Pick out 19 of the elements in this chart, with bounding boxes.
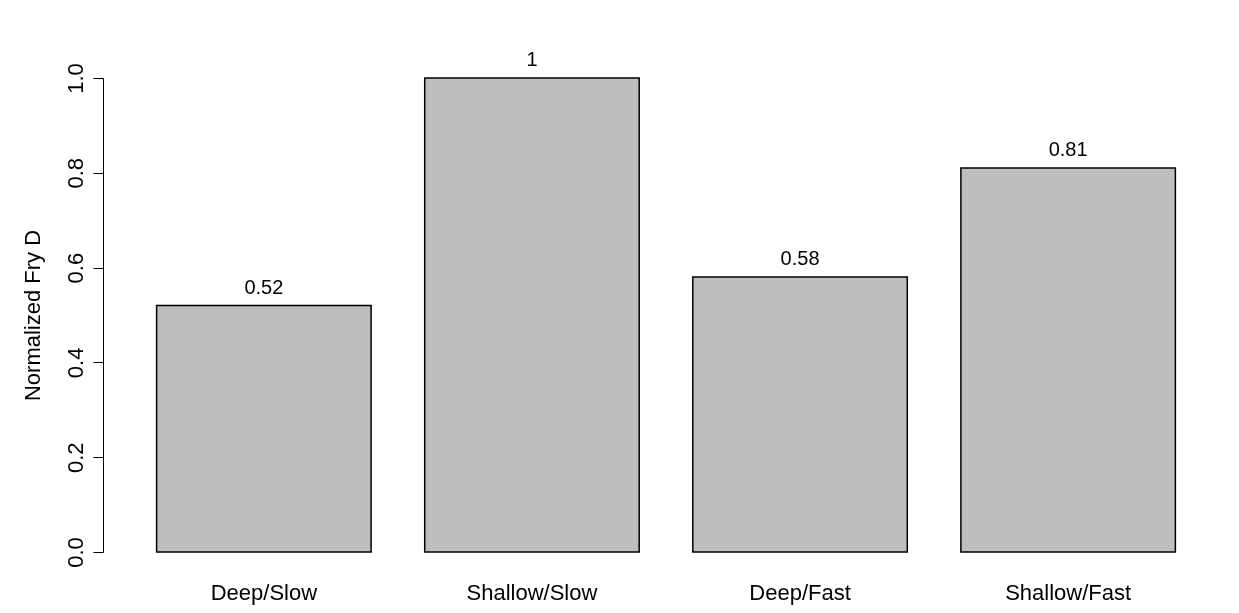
x-tick-label: Deep/Fast: [749, 579, 851, 605]
bar: [960, 167, 1177, 553]
y-tick-label: 0.8: [62, 158, 88, 189]
x-tick-label: Shallow/Fast: [1005, 579, 1132, 605]
data-label: 1: [526, 48, 538, 70]
data-label: 0.81: [1048, 138, 1088, 161]
bar: [155, 304, 372, 553]
bar: [423, 77, 640, 553]
data-label: 0.58: [780, 247, 820, 270]
x-tick-label: Deep/Slow: [210, 579, 318, 605]
y-tick-label: 0.2: [62, 442, 88, 473]
y-tick-label: 0.4: [62, 347, 88, 379]
y-tick-label: 0.6: [62, 252, 88, 284]
bar: [692, 276, 909, 553]
y-axis-title: Normalized Fry D: [19, 229, 45, 402]
y-tick-label: 0.0: [62, 537, 88, 568]
x-tick-label: Shallow/Slow: [466, 579, 598, 605]
data-label: 0.52: [244, 275, 284, 298]
y-tick-label: 1.0: [62, 63, 88, 94]
